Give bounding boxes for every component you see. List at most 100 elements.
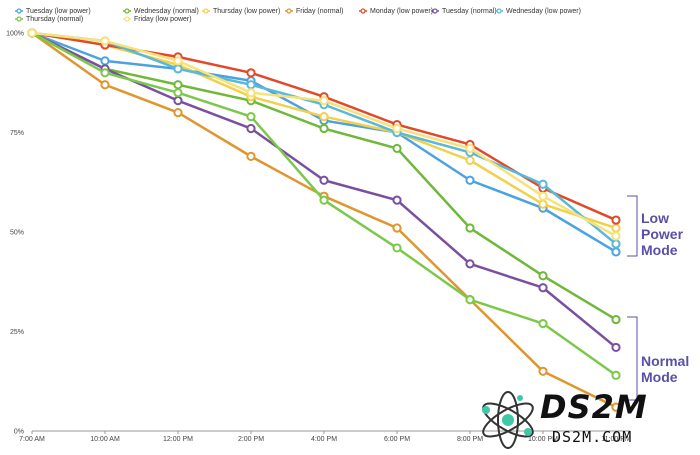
data-point [319, 96, 329, 106]
data-point [319, 111, 329, 122]
data-point [538, 318, 548, 329]
legend-label: Tuesday (low power) [26, 8, 91, 15]
legend-item: Tuesday (low power) [15, 8, 91, 15]
x-tick-label: 10:00 AM [90, 436, 120, 443]
legend-swatch-marker [432, 8, 438, 14]
legend-swatch-marker [16, 8, 22, 14]
data-point [100, 36, 110, 46]
data-point [100, 68, 110, 78]
data-point [173, 108, 183, 118]
data-point [173, 64, 183, 74]
y-tick-label: 50% [10, 230, 24, 237]
data-point [246, 111, 256, 122]
legend-swatch-marker [286, 8, 292, 14]
data-point [392, 243, 402, 253]
data-point [538, 179, 548, 189]
data-point [246, 68, 256, 78]
logo-subtext: DS2M.COM [552, 428, 633, 446]
annotation-line: Low [641, 210, 669, 226]
x-tick-label: 11:00 PM [601, 436, 631, 443]
data-point [392, 195, 402, 205]
data-point [319, 175, 329, 185]
data-point [246, 151, 256, 161]
x-tick-label: 8:00 PM [457, 436, 483, 443]
legend-swatch-marker [360, 8, 366, 14]
annotation-line: Mode [641, 369, 678, 385]
annotation-line: Mode [641, 242, 678, 258]
series-friday-normal [27, 28, 621, 412]
legend-label: Monday (low power) [370, 8, 433, 15]
data-point [173, 96, 183, 106]
x-tick-label: 10:00 PM [528, 436, 558, 443]
data-point [392, 223, 402, 233]
legend-swatch-marker [124, 16, 130, 22]
data-point [465, 295, 475, 305]
legend-label: Friday (low power) [134, 16, 192, 23]
data-point [27, 28, 37, 38]
ds2m-logo: DS2M DS2M.COM [472, 384, 700, 455]
legend-item: Wednesday (low power) [495, 8, 581, 15]
y-axis-ticks: 100% 75% 50% 25% 0% [6, 31, 24, 436]
legend-label: Thursday (low power) [213, 8, 280, 15]
data-point [319, 195, 329, 205]
series-line [31, 31, 617, 409]
series-line [31, 31, 617, 245]
legend: Tuesday (low power) Wednesday (normal) Thu… [15, 8, 581, 23]
data-point [246, 123, 256, 134]
x-tick-label: 4:00 PM [311, 436, 337, 443]
normal-mode-bracket [627, 316, 638, 401]
data-point [611, 370, 621, 380]
data-point [173, 80, 183, 90]
data-point [246, 88, 256, 98]
data-point [246, 80, 256, 90]
y-tick-label: 100% [6, 31, 24, 38]
legend-label: Friday (normal) [296, 8, 343, 15]
x-tick-label: 6:00 PM [384, 436, 410, 443]
annotation-line: Power [641, 226, 684, 242]
legend-item: Monday (low power) [359, 8, 433, 15]
data-point [465, 143, 475, 154]
data-point [465, 223, 475, 233]
data-point [538, 283, 548, 293]
legend-label: Tuesday (normal) [442, 8, 497, 15]
x-axis-ticks: 7:00 AM 10:00 AM 12:00 PM 2:00 PM 4:00 PM 6:0… [19, 431, 631, 443]
data-point [611, 247, 621, 257]
y-tick-label: 75% [10, 130, 24, 137]
series-lines [27, 28, 621, 412]
low-power-mode-annotation: Low Power Mode [641, 210, 699, 258]
data-point [611, 314, 621, 325]
data-point [465, 155, 475, 165]
series-tuesday-normal [27, 28, 621, 353]
series-line [31, 31, 617, 253]
mode-brackets [627, 195, 638, 401]
x-tick-label: 2:00 PM [238, 436, 264, 443]
data-point [611, 402, 621, 412]
data-point [538, 366, 548, 376]
x-tick-label: 7:00 AM [19, 436, 45, 443]
y-tick-label: 0% [14, 429, 24, 436]
data-point [538, 199, 548, 209]
legend-swatch-marker [203, 8, 209, 14]
data-point [611, 223, 621, 233]
series-line [31, 31, 617, 349]
data-point [465, 259, 475, 269]
data-point [611, 215, 621, 225]
low-power-bracket [627, 195, 638, 257]
data-point [611, 342, 621, 353]
legend-swatch-marker [496, 8, 502, 14]
data-point [611, 239, 621, 249]
legend-item: Friday (low power) [123, 16, 192, 23]
legend-item: Wednesday (normal) [123, 8, 199, 15]
legend-swatch-marker [124, 8, 130, 14]
data-point [173, 56, 183, 66]
data-point [392, 123, 402, 134]
atom-icon [482, 391, 534, 449]
normal-mode-annotation: Normal Mode [641, 353, 699, 385]
data-point [538, 271, 548, 281]
data-point [319, 123, 329, 134]
y-tick-label: 25% [10, 329, 24, 336]
x-tick-label: 12:00 PM [163, 436, 193, 443]
data-point [465, 175, 475, 185]
data-point [100, 56, 110, 66]
